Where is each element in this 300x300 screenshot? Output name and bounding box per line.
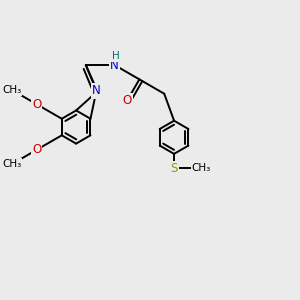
Text: CH₃: CH₃: [2, 159, 22, 169]
Text: O: O: [32, 98, 41, 111]
Text: N: N: [110, 58, 119, 71]
Text: O: O: [32, 143, 41, 156]
Text: N: N: [92, 84, 101, 97]
Text: S: S: [94, 85, 101, 98]
Text: CH₃: CH₃: [192, 163, 211, 173]
Text: CH₃: CH₃: [2, 85, 22, 95]
Text: S: S: [170, 162, 178, 175]
Text: O: O: [122, 94, 132, 107]
Text: H: H: [112, 51, 120, 61]
